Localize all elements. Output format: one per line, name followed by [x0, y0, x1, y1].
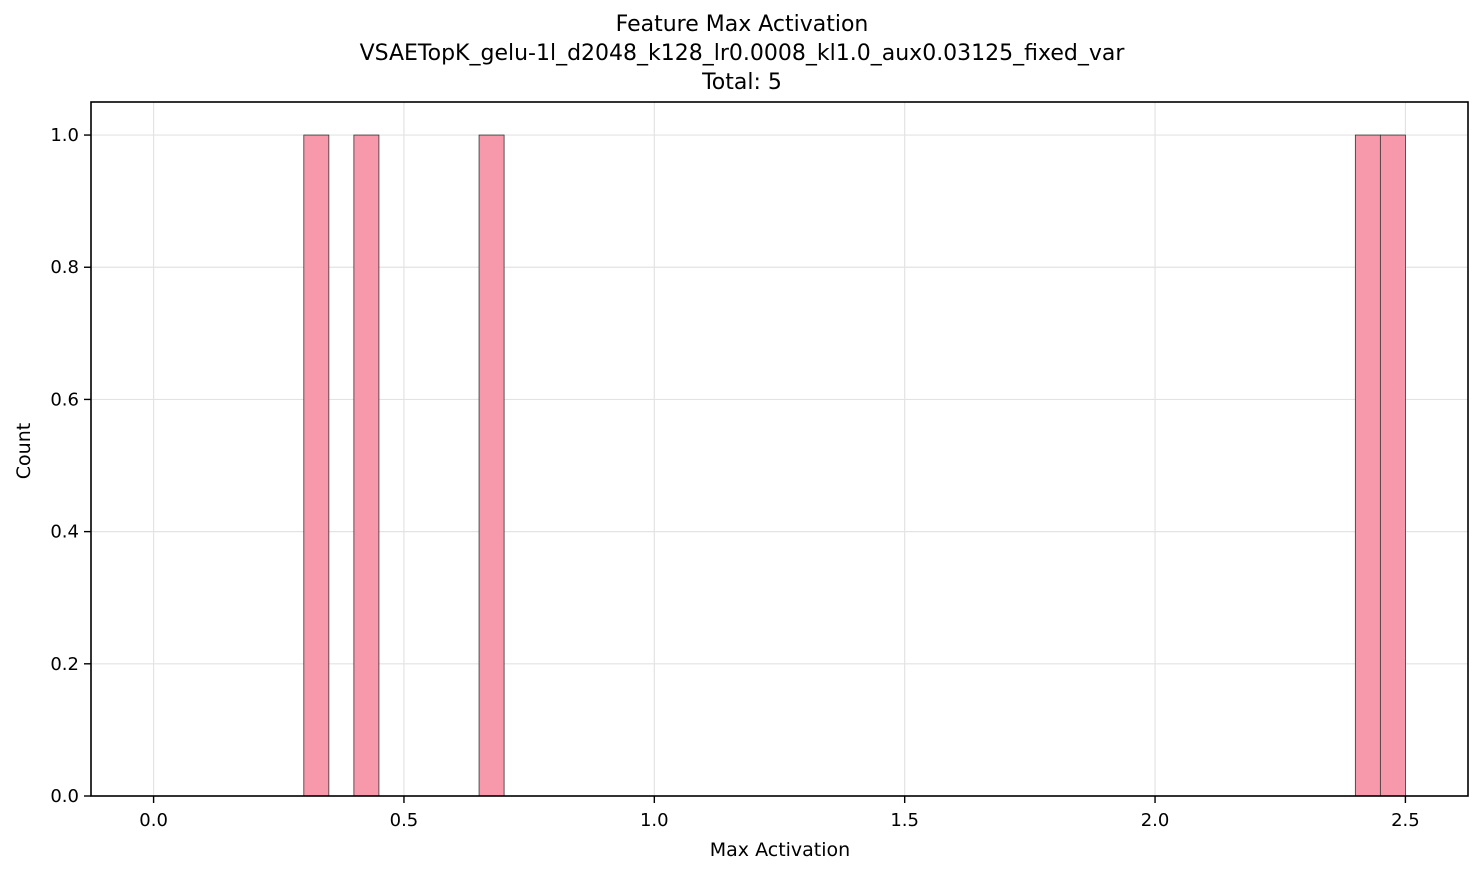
chart-total: Total: 5	[702, 70, 782, 95]
chart-subtitle: VSAETopK_gelu-1l_d2048_k128_lr0.0008_kl1…	[359, 41, 1125, 66]
grid-layer	[91, 102, 1468, 797]
histogram-bar	[353, 134, 380, 797]
y-tick-label: 1.0	[50, 125, 79, 146]
bars-layer	[303, 134, 1406, 797]
chart-title: Feature Max Activation	[615, 12, 869, 37]
histogram-bar	[478, 134, 505, 797]
y-tick-label: 0.2	[50, 654, 79, 675]
y-tick-label: 0.4	[50, 522, 79, 543]
y-tick-label: 0.6	[50, 389, 79, 410]
histogram-bar	[1354, 134, 1381, 797]
y-tick-label: 0.8	[50, 257, 79, 278]
x-axis-label: Max Activation	[710, 839, 850, 861]
y-tick-label: 0.0	[50, 786, 79, 807]
y-axis-label: Count	[13, 423, 35, 479]
histogram-bar	[1379, 134, 1406, 797]
plot-frame	[90, 101, 1469, 797]
histogram-bar	[303, 134, 330, 797]
x-tick-label: 2.0	[1141, 810, 1170, 831]
x-tick-label: 0.5	[390, 810, 419, 831]
x-tick-label: 1.0	[640, 810, 669, 831]
x-tick-label: 2.5	[1391, 810, 1420, 831]
axes-layer: 0.0 0.5 1.0 1.5 2.0 2.5 0.0 0.2 0.4 0.6 0.8 1.0	[50, 101, 1469, 831]
x-tick-label: 0.0	[139, 810, 168, 831]
x-tick-label: 1.5	[890, 810, 919, 831]
